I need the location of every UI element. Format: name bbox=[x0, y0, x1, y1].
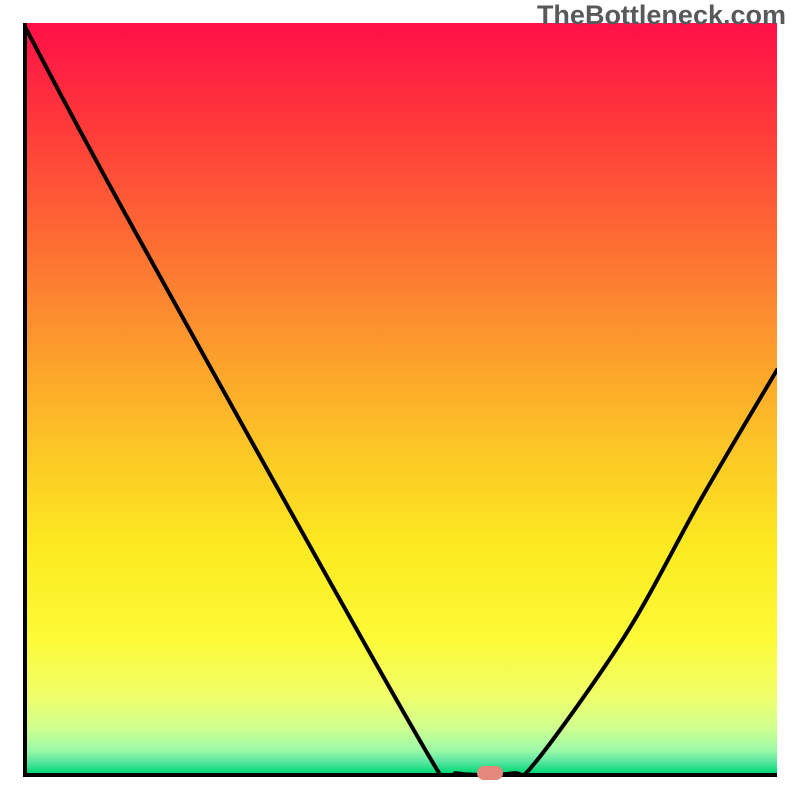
watermark-text: TheBottleneck.com bbox=[537, 0, 786, 31]
chart-root: TheBottleneck.com bbox=[0, 0, 800, 800]
plot-area bbox=[23, 23, 777, 777]
optimum-marker bbox=[477, 766, 503, 780]
